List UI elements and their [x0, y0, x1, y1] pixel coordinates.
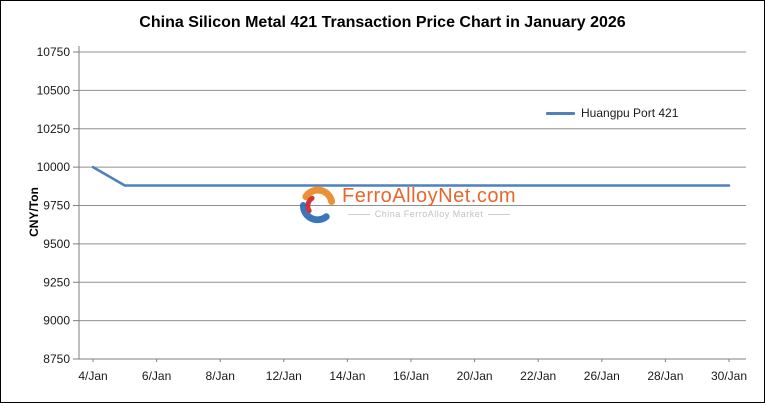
series-line-huangpu-port-421 — [91, 165, 731, 187]
legend-label: Huangpu Port 421 — [581, 106, 679, 120]
x-tick-label: 30/Jan — [711, 369, 747, 383]
y-axis-title: CNY/Ton — [26, 187, 41, 237]
y-tick-label: 8750 — [43, 352, 70, 366]
x-tick-label: 4/Jan — [78, 369, 107, 383]
watermark-tagline: China FerroAlloy Market — [374, 209, 484, 219]
legend-line-swatch — [546, 111, 575, 115]
x-tick-label: 8/Jan — [206, 369, 235, 383]
y-tick-label: 10250 — [37, 122, 71, 136]
y-tick-label: 9750 — [43, 199, 70, 213]
x-tick-label: 16/Jan — [393, 369, 429, 383]
legend: Huangpu Port 421 — [546, 106, 678, 120]
x-tick-label: 6/Jan — [142, 369, 171, 383]
x-tick-label: 14/Jan — [329, 369, 365, 383]
watermark-dash-left — [347, 213, 370, 215]
chart-title: China Silicon Metal 421 Transaction Pric… — [139, 14, 626, 31]
x-tick-label: 12/Jan — [266, 369, 302, 383]
y-tick-label: 9500 — [43, 237, 70, 251]
x-tick-label: 28/Jan — [647, 369, 683, 383]
watermark: FerroAlloyNet.com China FerroAlloy Marke… — [298, 185, 516, 224]
y-tick-label: 10000 — [37, 160, 71, 174]
y-tick-label: 9250 — [43, 275, 70, 289]
y-tick-label: 10750 — [37, 45, 71, 59]
watermark-dash-right — [488, 213, 511, 215]
y-tick-label: 10500 — [37, 83, 71, 97]
x-tick-label: 20/Jan — [457, 369, 493, 383]
x-tick-label: 26/Jan — [584, 369, 620, 383]
x-tick-label: 22/Jan — [520, 369, 556, 383]
ferroalloynet-logo-icon — [299, 186, 336, 224]
watermark-brand-text: FerroAlloyNet.com — [342, 185, 517, 207]
y-tick-label: 9000 — [43, 314, 70, 328]
